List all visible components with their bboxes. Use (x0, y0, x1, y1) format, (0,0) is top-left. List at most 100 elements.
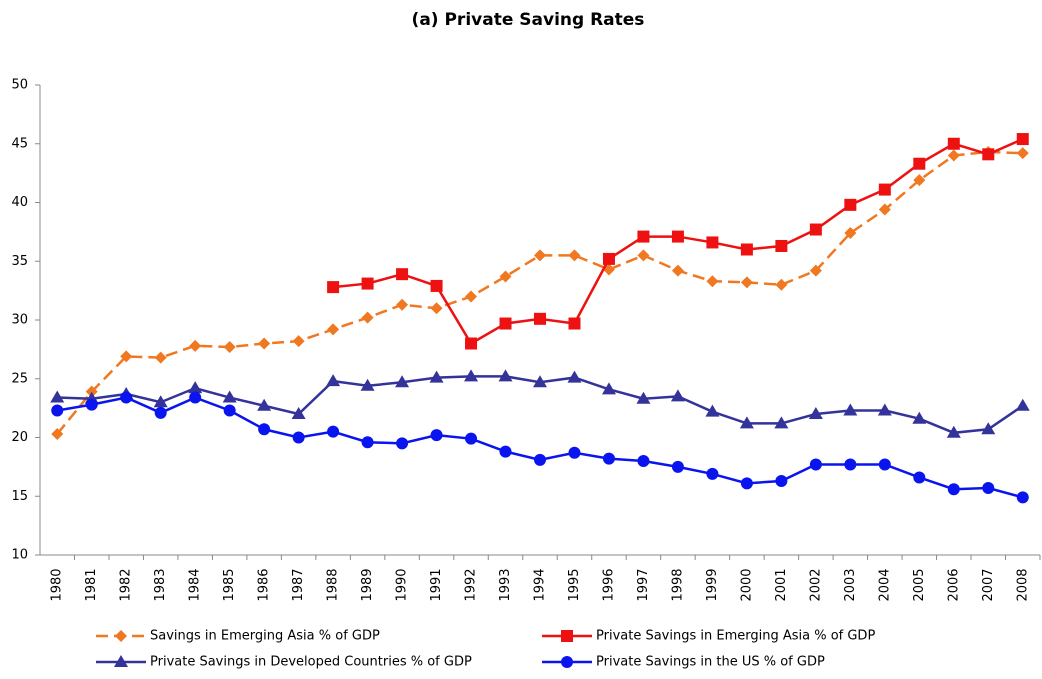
marker (430, 279, 443, 292)
marker (947, 137, 960, 150)
marker (946, 425, 961, 438)
marker (568, 317, 581, 330)
marker (568, 249, 581, 262)
marker (533, 375, 547, 388)
marker (671, 460, 684, 473)
y-tick-label: 30 (11, 313, 28, 328)
marker (361, 436, 374, 449)
x-tick-label: 2000 (739, 568, 754, 601)
x-tick-label: 1987 (291, 568, 306, 601)
marker (637, 230, 650, 243)
marker (257, 398, 272, 411)
marker (498, 369, 513, 382)
marker (601, 382, 616, 395)
x-tick-label: 1994 (533, 568, 548, 601)
marker (85, 398, 98, 411)
marker (360, 378, 375, 391)
marker (396, 298, 409, 311)
marker (327, 425, 340, 438)
marker (809, 458, 822, 471)
legend-label: Private Savings in Developed Countries %… (150, 655, 472, 670)
marker (50, 390, 65, 403)
marker (809, 264, 822, 277)
y-tick-label: 20 (11, 430, 28, 445)
marker (430, 302, 443, 315)
x-tick-label: 1983 (153, 568, 168, 601)
marker (844, 458, 857, 471)
marker (326, 374, 341, 387)
legend-marker (114, 655, 128, 667)
marker (913, 471, 926, 484)
marker (534, 312, 546, 325)
marker (464, 369, 479, 382)
marker (775, 239, 788, 252)
marker (671, 264, 684, 277)
marker (430, 429, 443, 442)
series-line (56, 150, 1023, 435)
marker (706, 236, 719, 249)
marker (395, 375, 410, 388)
x-tick-label: 1988 (326, 568, 341, 601)
marker (774, 416, 789, 429)
y-tick-label: 45 (11, 136, 28, 151)
marker (947, 483, 960, 496)
y-tick-label: 25 (11, 371, 28, 386)
marker (291, 407, 306, 419)
marker (808, 407, 823, 419)
marker (396, 268, 409, 281)
marker (912, 411, 927, 424)
marker (51, 427, 64, 440)
marker (223, 341, 236, 354)
marker (153, 395, 168, 408)
marker (740, 477, 753, 490)
x-tick-label: 1986 (257, 568, 272, 601)
y-tick-label: 10 (11, 548, 28, 563)
x-tick-label: 1999 (705, 568, 720, 601)
marker (706, 275, 719, 288)
y-tick-label: 15 (11, 489, 28, 504)
marker (1016, 133, 1029, 146)
marker (739, 416, 754, 429)
y-tick-label: 40 (11, 195, 28, 210)
x-tick-label: 1981 (84, 568, 99, 601)
marker (188, 381, 203, 394)
marker (706, 467, 719, 480)
marker (567, 370, 582, 383)
x-tick-label: 2004 (877, 568, 892, 601)
x-tick-label: 1996 (601, 568, 616, 601)
marker (705, 404, 720, 417)
marker (429, 370, 444, 383)
marker (499, 317, 512, 330)
x-tick-label: 1991 (429, 568, 444, 601)
marker (292, 431, 305, 444)
marker (670, 389, 685, 402)
marker (499, 270, 512, 283)
x-tick-label: 2001 (774, 568, 789, 601)
marker (51, 404, 64, 417)
x-tick-label: 1998 (670, 568, 685, 601)
marker (1016, 491, 1029, 504)
marker (189, 391, 202, 404)
x-tick-label: 2008 (1015, 568, 1030, 601)
marker (982, 148, 995, 161)
marker (740, 243, 753, 256)
marker (913, 157, 926, 170)
marker (602, 252, 615, 265)
legend-marker (561, 656, 573, 668)
x-tick-label: 1989 (360, 568, 375, 601)
marker (844, 227, 857, 240)
marker (671, 230, 684, 243)
marker (637, 249, 650, 262)
x-tick-label: 1993 (498, 568, 513, 601)
x-tick-label: 2005 (912, 568, 927, 601)
marker (465, 290, 478, 303)
marker (292, 335, 305, 348)
marker (327, 281, 340, 294)
marker (465, 337, 478, 350)
marker (636, 391, 651, 404)
marker (913, 174, 926, 187)
x-tick-label: 2003 (843, 568, 858, 601)
marker (981, 422, 996, 435)
marker (534, 453, 546, 466)
